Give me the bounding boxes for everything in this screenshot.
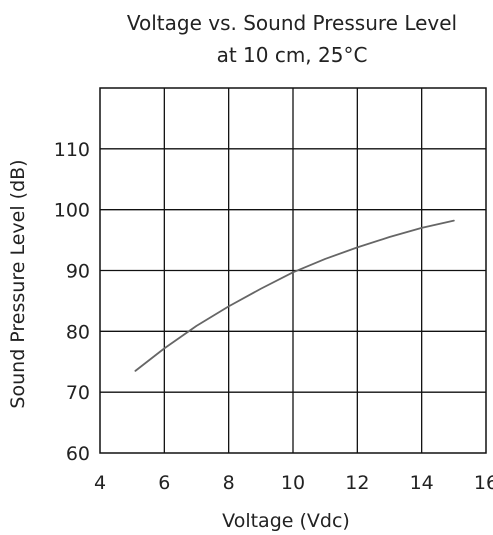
x-tick-label: 6 <box>158 472 170 494</box>
chart-title-line-1: Voltage vs. Sound Pressure Level <box>127 11 457 35</box>
series-group <box>134 219 455 372</box>
y-tick-label: 80 <box>66 321 90 343</box>
x-tick-label: 16 <box>474 472 493 494</box>
y-tick-label: 60 <box>66 443 90 465</box>
x-tick-label: 10 <box>281 472 305 494</box>
y-tick-label: 70 <box>66 382 90 404</box>
x-tick-label: 4 <box>94 472 106 494</box>
y-tick-label: 110 <box>54 139 90 161</box>
tick-labels: 4 6 8 10 12 14 16 60 70 80 90 100 110 <box>54 139 493 494</box>
x-tick-label: 14 <box>410 472 434 494</box>
y-axis-label: Sound Pressure Level (dB) <box>7 159 29 408</box>
y-tick-label: 100 <box>54 200 90 222</box>
y-tick-label: 90 <box>66 261 90 283</box>
chart-title: Voltage vs. Sound Pressure Level at 10 c… <box>127 11 457 67</box>
x-tick-label: 12 <box>345 472 369 494</box>
series-line <box>134 219 455 372</box>
x-tick-label: 8 <box>223 472 235 494</box>
grid <box>99 87 487 454</box>
chart-title-line-2: at 10 cm, 25°C <box>217 43 368 67</box>
x-axis-label: Voltage (Vdc) <box>222 510 350 532</box>
